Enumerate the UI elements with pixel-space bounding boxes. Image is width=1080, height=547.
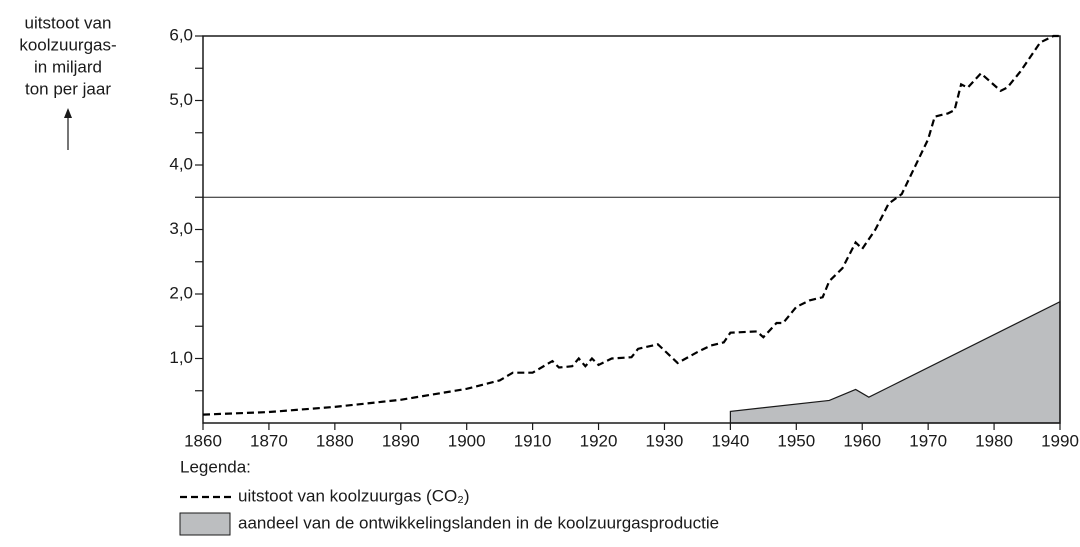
ylabel-arrowhead — [64, 108, 72, 118]
y-tick-label: 2,0 — [169, 283, 193, 302]
y-tick-label: 1,0 — [169, 348, 193, 367]
x-tick-label: 1980 — [975, 431, 1013, 450]
area — [729, 300, 1061, 424]
legend-label: uitstoot van koolzuurgas (CO₂) — [238, 486, 469, 505]
legend-swatch — [179, 512, 231, 536]
y-tick-label: 3,0 — [169, 219, 193, 238]
x-tick-label: 1990 — [1041, 431, 1079, 450]
x-tick-label: 1920 — [580, 431, 618, 450]
x-tick-label: 1880 — [316, 431, 354, 450]
legend-title: Legenda: — [180, 457, 251, 476]
x-tick-label: 1950 — [777, 431, 815, 450]
y-axis-label: in miljard — [34, 57, 102, 76]
x-tick-label: 1970 — [909, 431, 947, 450]
co2-line — [202, 34, 1060, 416]
x-tick-label: 1890 — [382, 431, 420, 450]
y-tick-label: 6,0 — [169, 25, 193, 44]
y-axis-label: ton per jaar — [25, 79, 111, 98]
x-tick-label: 1860 — [184, 431, 222, 450]
y-tick-label: 5,0 — [169, 90, 193, 109]
x-tick-label: 1900 — [448, 431, 486, 450]
legend-label: aandeel van de ontwikkelingslanden in de… — [238, 513, 719, 532]
x-tick-label: 1960 — [843, 431, 881, 450]
x-tick-label: 1930 — [646, 431, 684, 450]
plot-frame — [202, 35, 1061, 424]
y-tick-label: 4,0 — [169, 154, 193, 173]
y-axis-label: uitstoot van — [25, 13, 112, 32]
y-axis-label: koolzuurgas- — [19, 35, 116, 54]
x-tick-label: 1910 — [514, 431, 552, 450]
x-tick-label: 1940 — [711, 431, 749, 450]
x-tick-label: 1870 — [250, 431, 288, 450]
